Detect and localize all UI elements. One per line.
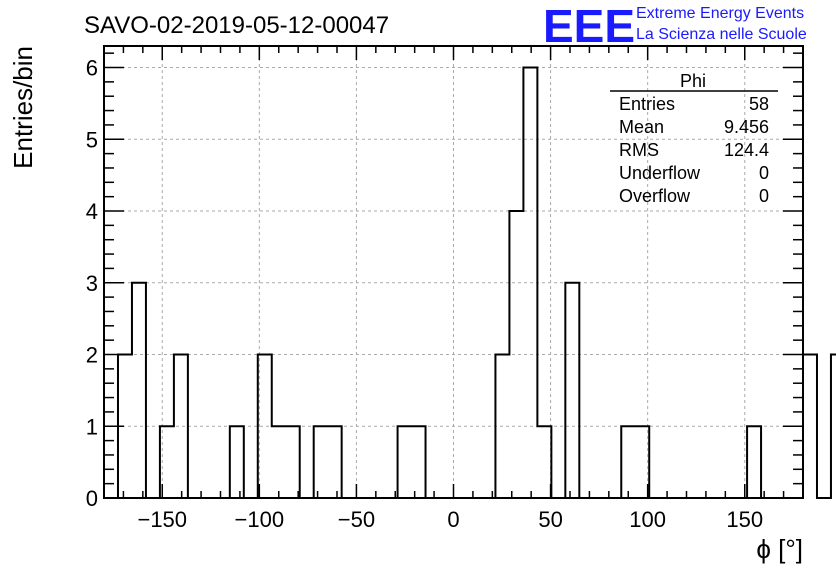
x-tick-label: 100 (629, 507, 666, 532)
histogram-bin (230, 426, 244, 498)
x-tick-label: −150 (137, 507, 187, 532)
y-tick-label: 6 (86, 56, 98, 81)
stats-label: Entries (619, 94, 675, 114)
stats-label: Underflow (619, 163, 701, 183)
x-tick-label: 50 (538, 507, 562, 532)
logo-line2: La Scienza nelle Scuole (636, 26, 807, 43)
chart-title: SAVO-02-2019-05-12-00047 (84, 12, 389, 39)
eee-logo: EEE Extreme Energy Events La Scienza nel… (543, 0, 807, 52)
stats-box: Phi Entries 58 Mean 9.456 RMS 124.4 Underflow 0… (610, 71, 778, 206)
stats-label: RMS (619, 140, 659, 160)
histogram-bin (523, 68, 537, 498)
y-tick-labels: 0 1 2 3 4 5 6 (86, 56, 98, 511)
stats-value: 124.4 (724, 140, 769, 160)
x-axis-title: ϕ [°] (756, 534, 803, 564)
histogram-bin (565, 283, 579, 498)
histogram-bin (174, 355, 188, 498)
histogram-bin (803, 355, 817, 498)
x-tick-label: −50 (338, 507, 375, 532)
histogram-bin (747, 426, 761, 498)
x-tick-label: 0 (447, 507, 459, 532)
histogram-bin (258, 355, 272, 498)
y-tick-label: 0 (86, 486, 98, 511)
y-tick-label: 1 (86, 414, 98, 439)
stats-value: 9.456 (724, 117, 769, 137)
stats-label: Overflow (619, 186, 691, 206)
x-tick-label: −100 (235, 507, 285, 532)
histogram-bin (272, 426, 286, 498)
x-tick-label: 150 (726, 507, 763, 532)
y-tick-label: 2 (86, 343, 98, 368)
histogram-bin (621, 426, 635, 498)
histogram-bin (132, 283, 146, 498)
stats-value: 0 (759, 163, 769, 183)
x-tick-labels: −150 −100 −50 0 50 100 150 (137, 507, 763, 532)
histogram-bin (314, 426, 328, 498)
y-tick-label: 5 (86, 127, 98, 152)
logo-mark: EEE (543, 0, 635, 52)
y-axis-title: Entries/bin (8, 46, 38, 169)
stats-rows: Entries 58 Mean 9.456 RMS 124.4 Underflow 0 Over… (619, 94, 769, 206)
stats-value: 58 (749, 94, 769, 114)
histogram-bin (495, 355, 509, 498)
histogram-bin (286, 426, 300, 498)
histogram-bin (412, 426, 426, 498)
grid-lines (104, 46, 803, 498)
stats-label: Mean (619, 117, 664, 137)
y-tick-label: 3 (86, 271, 98, 296)
histogram-bin (509, 211, 523, 498)
stats-value: 0 (759, 186, 769, 206)
stats-title: Phi (680, 71, 706, 91)
y-tick-label: 4 (86, 199, 98, 224)
histogram-bin (537, 426, 551, 498)
logo-line1: Extreme Energy Events (636, 5, 804, 22)
histogram-bin (328, 426, 342, 498)
histogram-bin (398, 426, 412, 498)
axis-ticks (104, 46, 804, 498)
